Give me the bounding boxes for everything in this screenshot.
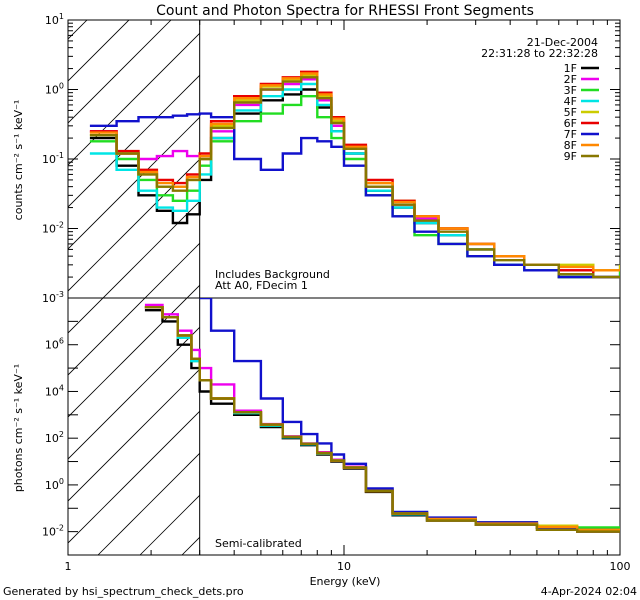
- y-tick-label: 101: [45, 12, 64, 27]
- legend-label-8F: 8F: [564, 139, 577, 152]
- hatch-line: [68, 200, 200, 334]
- hatch-line: [0, 15, 8, 555]
- hatch-line: [68, 242, 200, 376]
- counts-ylabel: counts cm⁻² s⁻¹ keV⁻¹: [12, 100, 25, 221]
- threshold-hatch: [0, 15, 640, 555]
- counts-series-7F: [89, 112, 620, 279]
- photons-series-5F: [144, 306, 620, 531]
- hatch-line: [68, 368, 200, 502]
- hatch-line: [308, 15, 640, 555]
- calibration-annotation: Semi-calibrated: [215, 537, 302, 550]
- hatch-line: [350, 15, 640, 555]
- hatch-line: [68, 74, 200, 208]
- attenuator-annotation: Att A0, FDecim 1: [215, 279, 308, 292]
- footer-timestamp: 4-Apr-2024 02:04: [541, 585, 637, 598]
- y-tick-label: 10-1: [42, 151, 64, 166]
- y-tick-label: 10-2: [42, 524, 64, 539]
- counts-series-5F: [89, 74, 620, 272]
- counts-series-6F: [89, 70, 620, 279]
- legend-label-4F: 4F: [564, 95, 577, 108]
- hatch-line: [0, 15, 50, 555]
- legend-label-5F: 5F: [564, 106, 577, 119]
- x-tick-label: 1: [65, 560, 72, 573]
- x-tick-label: 100: [610, 560, 631, 573]
- photons-ylabel: photons cm⁻² s⁻¹ keV⁻¹: [12, 364, 25, 492]
- hatch-line: [68, 410, 200, 544]
- photons-series-7F: [199, 298, 620, 532]
- legend-label-3F: 3F: [564, 84, 577, 97]
- chart-title: Count and Photon Spectra for RHESSI Fron…: [156, 3, 534, 19]
- legend-label-7F: 7F: [564, 128, 577, 141]
- y-tick-label: 10-2: [42, 221, 64, 236]
- hatch-line: [97, 452, 200, 555]
- footer-generated-by: Generated by hsi_spectrum_check_dets.pro: [3, 585, 244, 598]
- y-tick-label: 106: [45, 337, 64, 352]
- photons-series-2F: [144, 303, 620, 532]
- time-range-label: 22:31:28 to 22:32:28: [481, 47, 598, 60]
- photons-series-9F: [144, 306, 620, 533]
- y-tick-label: 10-3: [42, 290, 64, 305]
- hatch-line: [68, 158, 200, 292]
- y-tick-label: 102: [45, 430, 64, 445]
- hatch-line: [68, 32, 200, 166]
- photons-series-1F: [144, 309, 620, 533]
- series-layer: [89, 70, 620, 533]
- counts-series-2F: [89, 78, 620, 279]
- x-tick-label: 10: [337, 560, 351, 573]
- date-label: 21-Dec-2004: [527, 36, 598, 49]
- hatch-line: [68, 20, 172, 124]
- y-tick-label: 104: [45, 383, 64, 398]
- counts-series-9F: [89, 76, 620, 279]
- legend-label-1F: 1F: [564, 62, 577, 75]
- photons-panel-frame: [67, 297, 621, 556]
- legend-label-2F: 2F: [564, 73, 577, 86]
- y-tick-label: 100: [45, 82, 64, 97]
- axis-ticks: 1 10 100 10-3 10-2 10-1 100 101 10-2 100 102 104 106: [42, 12, 630, 573]
- legend-label-9F: 9F: [564, 150, 577, 163]
- y-tick-label: 100: [45, 477, 64, 492]
- photons-series-4F: [144, 306, 620, 533]
- photons-series-6F: [144, 306, 620, 533]
- counts-series-8F: [89, 72, 620, 272]
- photons-series-3F: [144, 306, 620, 530]
- photons-series-8F: [144, 306, 620, 532]
- counts-series-group: [89, 70, 620, 279]
- legend-label-6F: 6F: [564, 117, 577, 130]
- photons-series-group: [144, 298, 620, 533]
- background-annotation: Includes Background: [215, 268, 330, 281]
- x-axis-label: Energy (keV): [310, 575, 381, 588]
